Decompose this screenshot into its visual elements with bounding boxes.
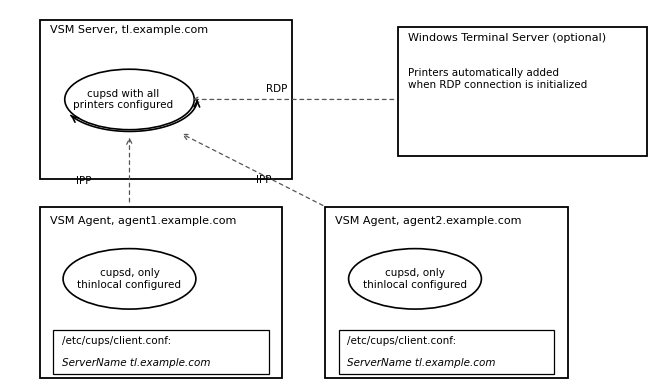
Text: ServerName tl.example.com: ServerName tl.example.com [62,358,210,368]
FancyBboxPatch shape [53,330,269,374]
Text: ServerName tl.example.com: ServerName tl.example.com [347,358,496,368]
Text: Windows Terminal Server (optional): Windows Terminal Server (optional) [408,33,606,43]
Ellipse shape [63,249,196,309]
Ellipse shape [65,69,195,129]
Ellipse shape [349,249,481,309]
Text: IPP: IPP [76,176,92,186]
Text: VSM Agent, agent1.example.com: VSM Agent, agent1.example.com [50,216,236,227]
Text: cupsd with all
printers configured: cupsd with all printers configured [73,89,173,110]
Text: IPP: IPP [256,175,271,185]
Text: VSM Agent, agent2.example.com: VSM Agent, agent2.example.com [335,216,522,227]
FancyBboxPatch shape [40,207,282,378]
Text: RDP: RDP [266,84,287,94]
Text: cupsd, only
thinlocal configured: cupsd, only thinlocal configured [78,268,181,290]
Text: /etc/cups/client.conf:: /etc/cups/client.conf: [62,336,171,346]
Text: cupsd, only
thinlocal configured: cupsd, only thinlocal configured [363,268,467,290]
Text: Printers automatically added
when RDP connection is initialized: Printers automatically added when RDP co… [408,68,588,90]
Text: VSM Server, tl.example.com: VSM Server, tl.example.com [50,25,208,35]
FancyBboxPatch shape [398,27,647,156]
FancyBboxPatch shape [40,20,292,179]
Text: /etc/cups/client.conf:: /etc/cups/client.conf: [347,336,457,346]
FancyBboxPatch shape [339,330,554,374]
FancyBboxPatch shape [325,207,568,378]
